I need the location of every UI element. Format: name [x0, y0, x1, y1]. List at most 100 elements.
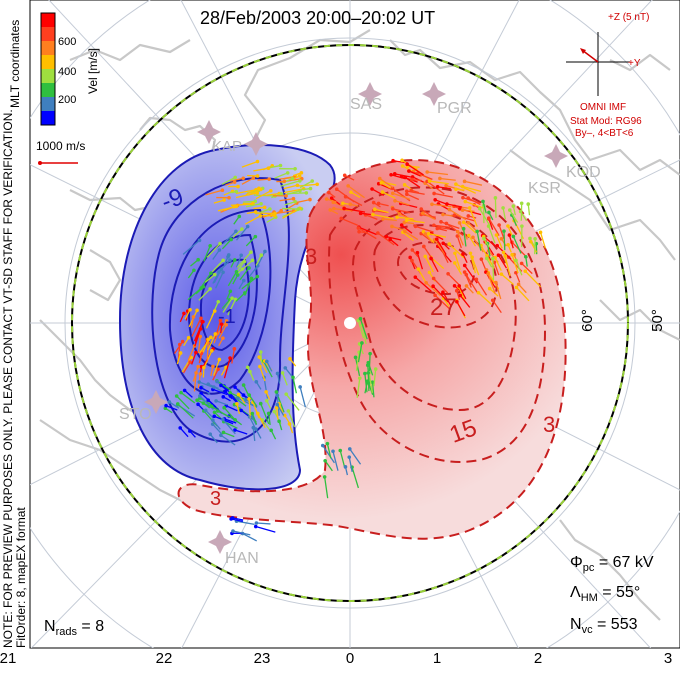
velocity-vector-origin [266, 411, 271, 416]
velocity-vector-origin [257, 355, 262, 359]
velocity-vector [324, 476, 329, 499]
mlt-label-0: 0 [345, 650, 355, 667]
velocity-vector-origin [379, 181, 384, 185]
velocity-vector-origin [228, 356, 232, 360]
velocity-vector [521, 262, 533, 275]
velocity-vector-origin [298, 385, 302, 389]
velocity-vector-origin [373, 367, 378, 371]
velocity-vector-origin [221, 395, 226, 399]
velocity-vector-origin [400, 164, 405, 168]
velocity-vector-origin [496, 253, 501, 257]
velocity-vector [223, 407, 235, 420]
velocity-vector [236, 520, 255, 525]
velocity-vector [192, 366, 199, 382]
velocity-vector-origin [284, 392, 289, 396]
velocity-vector [457, 231, 464, 246]
velocity-vector-origin [275, 393, 280, 398]
velocity-vector-origin [514, 270, 518, 275]
velocity-vector-origin [462, 179, 467, 184]
velocity-vector-origin [457, 284, 461, 288]
velocity-vector [356, 378, 361, 398]
velocity-vector-origin [211, 364, 215, 369]
velocity-vector-origin [222, 198, 226, 202]
velocity-vector-origin [232, 180, 237, 184]
velocity-vector [202, 339, 209, 353]
lambda-hm-label: ΛHM = 55° [570, 584, 641, 605]
velocity-vector [404, 230, 419, 241]
velocity-vector [295, 198, 311, 204]
station-label-han: HAN [225, 550, 259, 567]
velocity-vector [406, 190, 425, 195]
velocity-vector [430, 258, 439, 273]
velocity-vector-origin [346, 184, 350, 188]
velocity-vector [357, 342, 363, 363]
velocity-vector [434, 294, 450, 310]
station-label-sas: SAS [350, 96, 383, 113]
velocity-vector-origin [395, 215, 399, 220]
velocity-vector-origin [192, 268, 196, 273]
velocity-vector-origin [533, 237, 537, 241]
velocity-vector [464, 271, 472, 288]
velocity-vector [464, 180, 483, 186]
velocity-vector-origin [519, 201, 524, 206]
velocity-vector-origin [457, 221, 462, 225]
velocity-vector-origin [357, 376, 362, 380]
velocity-vector [469, 253, 477, 274]
velocity-vector-origin [267, 177, 272, 181]
velocity-vector [280, 180, 301, 187]
velocity-vector-origin [216, 299, 221, 304]
velocity-vector [358, 227, 377, 240]
velocity-vector [358, 226, 377, 236]
velocity-vector [176, 395, 190, 410]
velocity-vector-origin [224, 318, 229, 323]
velocity-vector [420, 208, 437, 220]
velocity-vector [206, 343, 209, 363]
velocity-vector [462, 185, 482, 192]
velocity-vector-origin [432, 191, 436, 196]
velocity-vector [511, 254, 519, 274]
velocity-vector [245, 203, 262, 208]
velocity-vector [420, 233, 431, 241]
velocity-vector-origin [258, 350, 263, 354]
velocity-vector [494, 257, 502, 271]
velocity-vector-origin [255, 159, 260, 164]
velocity-vector [333, 201, 347, 209]
lambda-hm-value: 55° [616, 584, 641, 601]
velocity-vector-origin [253, 199, 258, 204]
velocity-vector-origin [188, 360, 192, 364]
velocity-vector-origin [178, 351, 183, 355]
velocity-vector [204, 274, 216, 283]
colorbar-tick-600: 600 [58, 36, 77, 48]
velocity-vector-origin [332, 206, 336, 211]
imf-source: OMNI IMF [580, 102, 627, 113]
velocity-vector-origin [277, 419, 281, 423]
velocity-vector-origin [390, 191, 395, 196]
velocity-vector-origin [334, 187, 339, 192]
velocity-vector-origin [389, 172, 393, 177]
velocity-vector [332, 451, 339, 471]
velocity-vector-origin [251, 425, 256, 430]
velocity-vector-origin [212, 410, 217, 415]
velocity-vector-origin [240, 227, 244, 231]
velocity-vector-origin [510, 252, 514, 257]
velocity-vector-origin [486, 224, 491, 228]
velocity-vector [539, 232, 547, 249]
velocity-vector-origin [493, 196, 498, 200]
velocity-vector-origin [315, 182, 319, 187]
velocity-vector-origin [198, 372, 203, 376]
velocity-vector [434, 239, 446, 255]
velocity-vector-origin [211, 418, 215, 422]
velocity-vector [260, 351, 263, 363]
velocity-vector-origin [264, 398, 269, 403]
velocity-vector-origin [234, 229, 238, 234]
velocity-vector [518, 283, 527, 294]
velocity-vector-origin [216, 367, 220, 372]
velocity-vector [245, 398, 258, 408]
velocity-vector-origin [239, 253, 244, 258]
station-label-kap: KAP [212, 138, 243, 155]
velocity-vector [355, 352, 360, 371]
velocity-vector [276, 407, 279, 420]
velocity-vector-origin [431, 276, 436, 281]
velocity-vector [511, 214, 518, 227]
velocity-vector [516, 286, 530, 302]
